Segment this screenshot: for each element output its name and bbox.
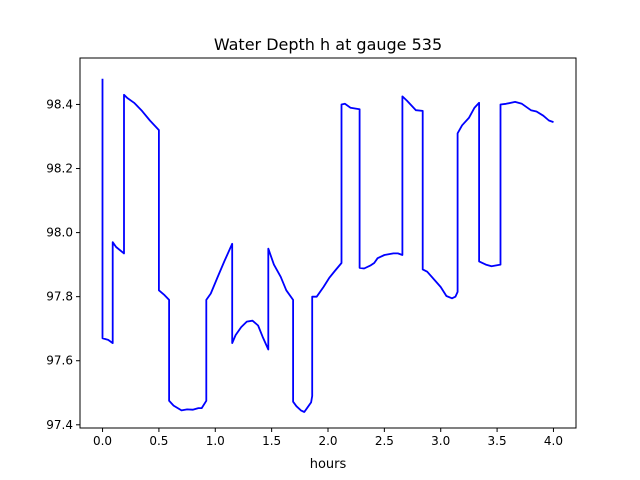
chart-title: Water Depth h at gauge 535 (214, 35, 442, 54)
x-tick-label: 0.5 (149, 434, 168, 448)
series-line-water-depth (101, 78, 554, 413)
plot-area (101, 78, 554, 413)
x-tick-label: 3.5 (488, 434, 507, 448)
x-tick-label: 2.0 (318, 434, 337, 448)
x-tick-label: 1.5 (262, 434, 281, 448)
y-tick-label: 97.4 (46, 418, 73, 432)
y-tick-label: 97.8 (46, 290, 73, 304)
y-tick-label: 98.0 (46, 226, 73, 240)
x-tick-label: 4.0 (544, 434, 563, 448)
x-tick-label: 1.0 (206, 434, 225, 448)
plot-frame (79, 57, 577, 429)
y-axis: 97.4 97.6 97.8 98.0 98.2 98.4 (46, 97, 80, 432)
x-tick-label: 0.0 (93, 434, 112, 448)
x-tick-label: 2.5 (375, 434, 394, 448)
x-axis-label: hours (310, 457, 347, 472)
y-tick-label: 97.6 (46, 354, 73, 368)
x-axis: 0.0 0.5 1.0 1.5 2.0 2.5 3.0 3.5 4.0 (93, 428, 563, 448)
y-tick-label: 98.4 (46, 97, 73, 111)
y-tick-label: 98.2 (46, 162, 73, 176)
x-tick-label: 3.0 (431, 434, 450, 448)
